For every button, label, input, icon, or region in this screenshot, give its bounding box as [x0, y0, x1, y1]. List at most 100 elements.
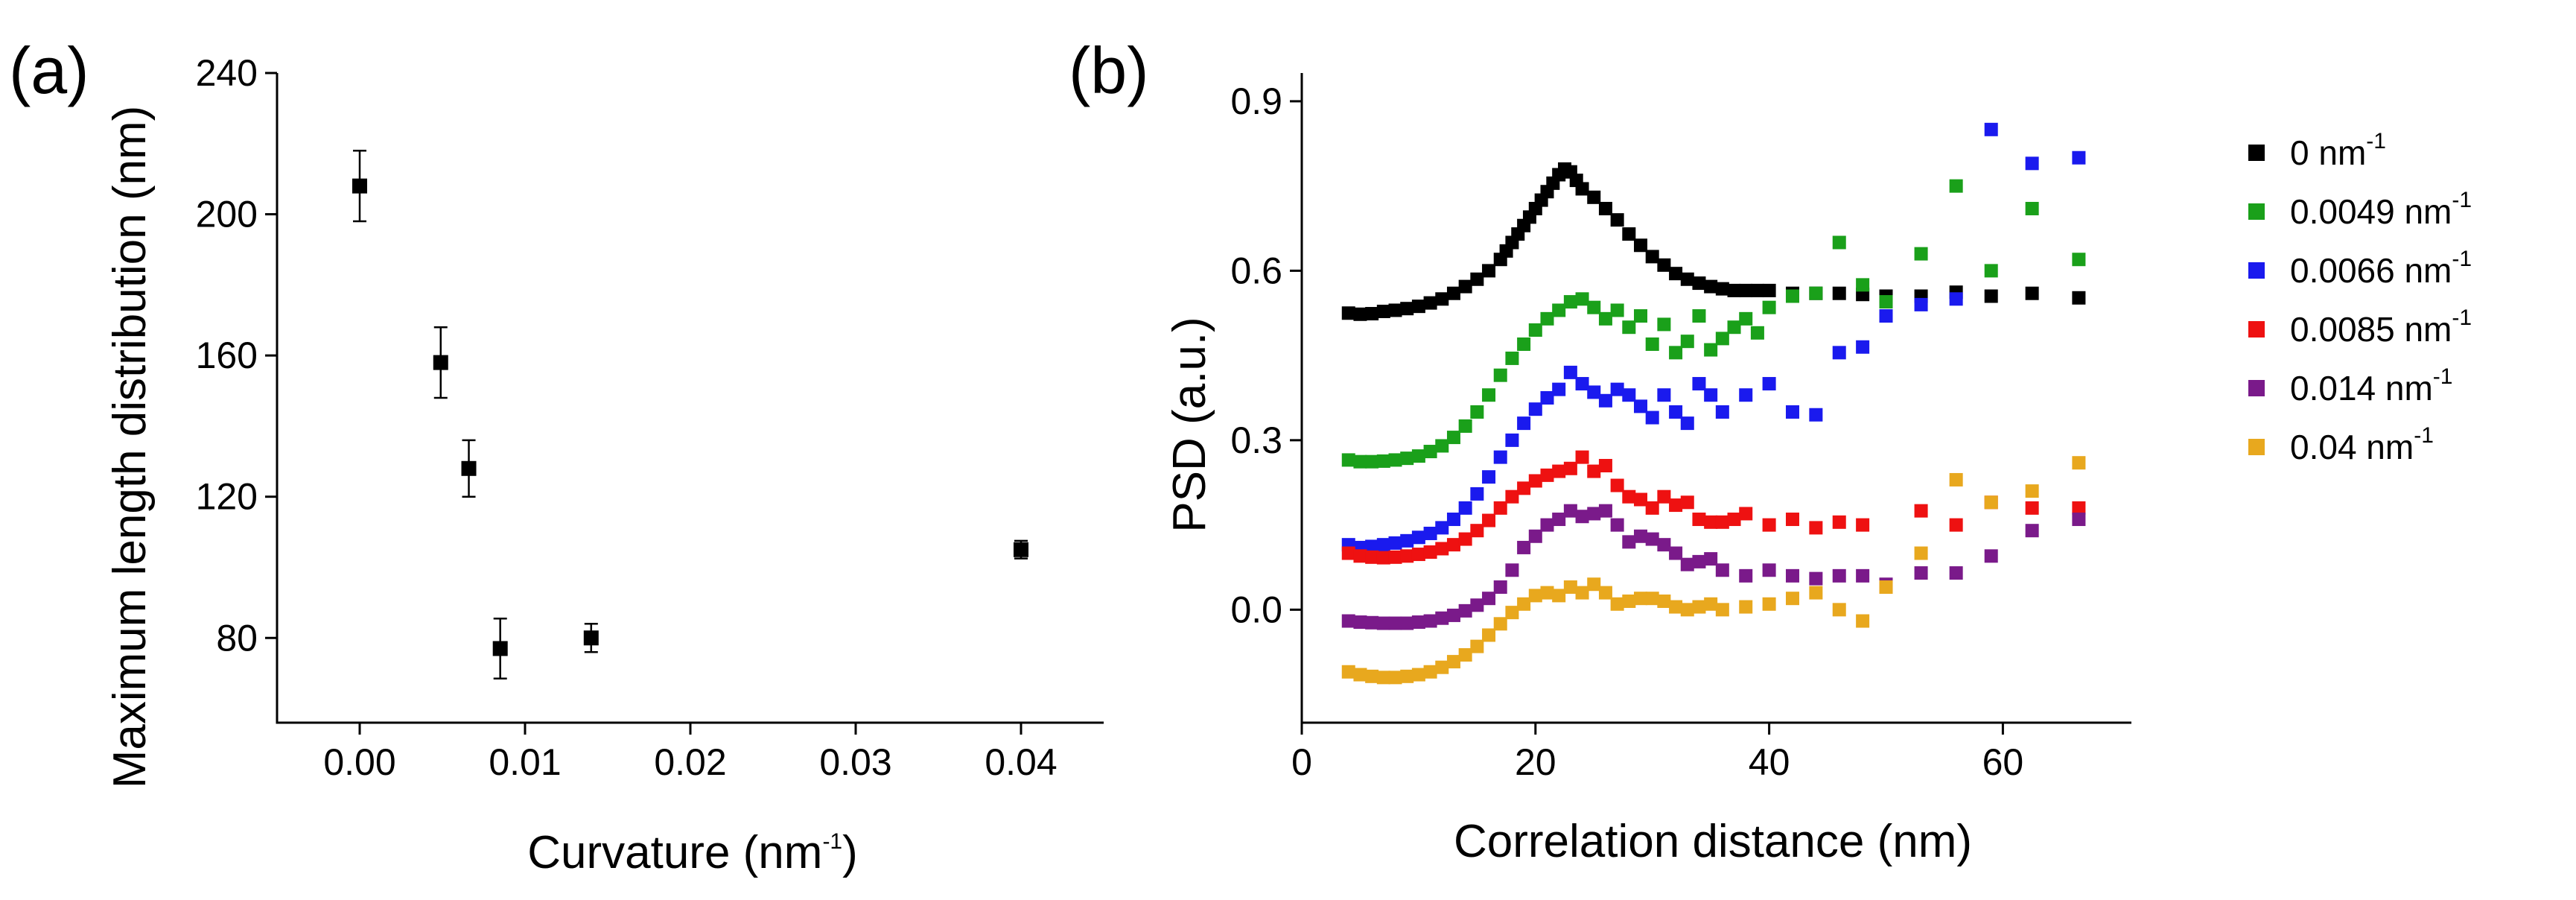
panel-b-point	[1517, 540, 1531, 554]
legend-item-4: 0.014 nm-1	[2248, 364, 2452, 408]
panel-a-x-tick-label: 0.01	[489, 741, 561, 783]
panel-b-point	[1482, 592, 1496, 606]
panel-b-point	[1832, 346, 1846, 360]
panel-b-point	[1423, 545, 1437, 560]
panel-b-point	[1423, 665, 1437, 679]
panel-b-point	[1984, 289, 1998, 303]
panel-b-point	[1353, 615, 1367, 630]
panel-b-point	[1715, 282, 1729, 296]
panel-b-point	[1341, 546, 1355, 560]
panel-b-point	[1622, 489, 1636, 504]
panel-b-point	[1704, 515, 1718, 529]
legend-label-sup: -1	[2433, 364, 2453, 389]
panel-b-point	[1388, 536, 1402, 550]
panel-b-point	[1669, 267, 1683, 281]
panel-b-point	[1376, 671, 1390, 685]
panel-b-point	[1482, 513, 1496, 527]
panel-b-point	[1610, 597, 1624, 611]
panel-b-y-tick-label: 0.3	[1230, 419, 1282, 461]
panel-b-point	[2072, 291, 2086, 305]
panel-b-point	[1552, 513, 1566, 527]
legend-label-sup: -1	[2366, 129, 2386, 153]
panel-b-point	[1587, 300, 1601, 314]
panel-b-point	[1622, 535, 1636, 549]
panel-b-point	[1704, 388, 1718, 402]
panel-b-point	[1598, 393, 1612, 408]
panel-b-point	[1680, 603, 1694, 617]
panel-a-data-layer	[352, 150, 1028, 680]
panel-b-point	[1400, 616, 1414, 630]
panel-b-point	[1517, 416, 1531, 431]
panel-b-point	[1680, 557, 1694, 571]
panel-b-point	[1446, 513, 1460, 527]
panel-b-point	[1435, 439, 1449, 453]
panel-b-point	[1610, 478, 1624, 492]
panel-b-point	[1856, 518, 1870, 532]
panel-b-point	[1341, 306, 1355, 320]
panel-b-point	[1598, 458, 1612, 472]
panel-a-marker	[492, 641, 508, 656]
panel-b-point	[1809, 586, 1823, 600]
panel-b-point	[1411, 300, 1425, 314]
panel-b-point	[1692, 513, 1706, 527]
panel-b-point	[1692, 309, 1706, 323]
panel-a-point-2	[461, 439, 477, 498]
panel-b-point	[1610, 382, 1624, 396]
panel-b-point	[1949, 179, 1963, 193]
panel-b-point	[1879, 295, 1893, 309]
legend-swatch	[2248, 262, 2265, 279]
panel-b-point	[1458, 648, 1472, 662]
panel-a-x-title-main: Curvature (nm	[527, 827, 822, 878]
panel-a-x-tick-label: 0.04	[985, 741, 1057, 783]
legend-label-main: 0.0066 nm	[2290, 251, 2452, 290]
panel-b-point	[1353, 668, 1367, 682]
panel-b-point	[1552, 382, 1566, 396]
panel-b-point	[1809, 408, 1823, 422]
panel-b-point	[1645, 250, 1659, 264]
panel-b-point	[1528, 402, 1542, 416]
panel-a-y-tick-label: 200	[196, 194, 258, 235]
panel-b-point	[2072, 150, 2086, 165]
panel-b-point	[1540, 311, 1554, 326]
panel-b-point	[1984, 495, 1998, 510]
panel-b-point	[1832, 603, 1846, 617]
panel-b-point	[1762, 518, 1776, 532]
panel-b-point	[1598, 586, 1612, 600]
panel-b-point	[1914, 566, 1928, 580]
legend-swatch	[2248, 321, 2265, 338]
panel-b-point	[1470, 639, 1484, 653]
panel-b-point	[1341, 614, 1355, 628]
panel-b-point	[1563, 580, 1577, 595]
panel-b-series-2	[1341, 122, 2086, 554]
panel-b-point	[1540, 391, 1554, 405]
panel-b-legend: 0 nm-10.0049 nm-10.0066 nm-10.0085 nm-10…	[2248, 129, 2472, 466]
panel-b-point	[1493, 450, 1507, 464]
panel-a-x-tick-label: 0.00	[323, 741, 395, 783]
panel-b-point	[1610, 303, 1624, 317]
legend-item-5: 0.04 nm-1	[2248, 423, 2434, 466]
panel-b-point	[1365, 539, 1379, 554]
panel-b-point	[1856, 614, 1870, 628]
panel-b-point	[1423, 614, 1437, 628]
panel-b-point	[1692, 276, 1706, 291]
legend-label: 0.014 nm-1	[2290, 364, 2452, 408]
panel-b-point	[1528, 529, 1542, 543]
panel-b-point	[1587, 190, 1601, 204]
panel-b-point	[1552, 303, 1566, 317]
panel-b-point	[1984, 122, 1998, 136]
panel-b-point	[1750, 326, 1764, 340]
panel-b-point	[1598, 311, 1612, 326]
panel-a-y-axis-title: Maximum length distribution (nm)	[104, 106, 156, 789]
panel-b-point	[1832, 568, 1846, 583]
legend-label: 0.0066 nm-1	[2290, 247, 2472, 290]
legend-swatch	[2248, 203, 2265, 220]
panel-a-marker	[433, 355, 448, 370]
panel-b-point	[1517, 481, 1531, 495]
panel-b-point	[1482, 470, 1496, 484]
panel-b-point	[1458, 501, 1472, 515]
panel-b-series-1	[1341, 179, 2086, 469]
panel-b-point	[1809, 521, 1823, 535]
panel-a-x-title-end: )	[842, 827, 858, 878]
panel-a-point-3	[492, 617, 508, 680]
panel-b-x-tick-label: 40	[1749, 741, 1790, 783]
